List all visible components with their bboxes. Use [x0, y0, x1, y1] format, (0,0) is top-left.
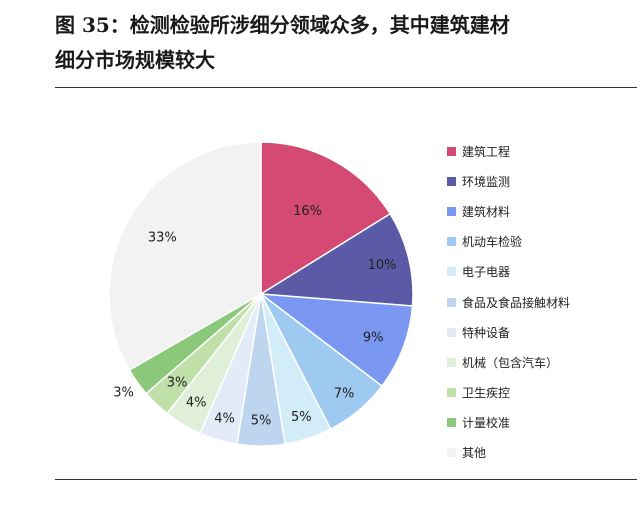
slice-label-3: 9%	[363, 330, 384, 345]
legend-label: 计量校准	[462, 416, 511, 431]
legend-label: 机械（包含汽车）	[462, 355, 559, 370]
legend-item: 机动车检验	[447, 227, 637, 257]
slice-label-11: 33%	[148, 231, 177, 246]
pie-slice-11	[108, 141, 262, 372]
figure-title: 图 35：检测检验所涉细分领域众多，其中建筑建材 细分市场规模较大	[55, 13, 510, 72]
legend-item: 机械（包含汽车）	[447, 347, 637, 377]
legend-swatch	[447, 237, 456, 247]
legend-label: 建筑材料	[462, 204, 511, 219]
slice-label-7: 4%	[214, 412, 235, 427]
legend-swatch	[447, 448, 456, 458]
slice-label-4: 7%	[334, 387, 355, 402]
legend-item: 建筑材料	[447, 196, 637, 226]
legend-item: 环境监测	[447, 166, 637, 196]
slice-label-8: 4%	[186, 396, 207, 411]
legend-item: 其他	[447, 438, 637, 468]
legend-swatch	[447, 206, 456, 216]
legend-swatch	[447, 327, 456, 337]
legend-swatch	[447, 297, 456, 307]
chart-legend: 建筑工程环境监测建筑材料机动车检验电子电器食品及食品接触材料 特种设备机械（包含汽…	[447, 136, 637, 468]
bottom-divider	[55, 479, 637, 480]
legend-label: 食品及食品接触材料	[462, 295, 571, 310]
slice-label-9: 3%	[167, 376, 188, 391]
legend-label: 电子电器	[462, 265, 511, 280]
legend-swatch	[447, 357, 456, 367]
legend-item: 卫生疾控	[447, 378, 637, 408]
legend-label: 机动车检验	[462, 235, 523, 250]
legend-item: 电子电器	[447, 257, 637, 287]
legend-label: 卫生疾控	[462, 386, 511, 401]
slice-label-6: 5%	[251, 414, 272, 429]
legend-label: 建筑工程	[462, 144, 511, 159]
legend-swatch	[447, 418, 456, 428]
legend-item: 建筑工程	[447, 136, 637, 166]
legend-swatch	[447, 388, 456, 398]
pie-slice-3	[258, 293, 414, 388]
legend-swatch	[447, 267, 456, 277]
slice-label-10: 3%	[113, 385, 134, 400]
title-divider	[55, 87, 637, 88]
legend-label: 特种设备	[462, 325, 511, 340]
legend-item: 特种设备	[447, 317, 637, 347]
pie-data-labels: 16% 10% 9% 7% 5% 5% 4% 4% 3% 3% 33%	[113, 204, 396, 429]
slice-label-1: 16%	[293, 204, 322, 219]
legend-item: 计量校准	[447, 408, 637, 438]
pie-slice-2	[258, 212, 414, 307]
legend-swatch	[447, 146, 456, 156]
slice-label-5: 5%	[291, 410, 312, 425]
legend-label: 其他	[462, 446, 487, 461]
pie-slice-1	[260, 141, 392, 296]
legend-label: 环境监测	[462, 174, 511, 189]
pie-slices	[108, 141, 414, 447]
legend-item: 食品及食品接触材料	[447, 287, 637, 317]
legend-swatch	[447, 176, 456, 186]
slice-label-2: 10%	[368, 258, 397, 273]
